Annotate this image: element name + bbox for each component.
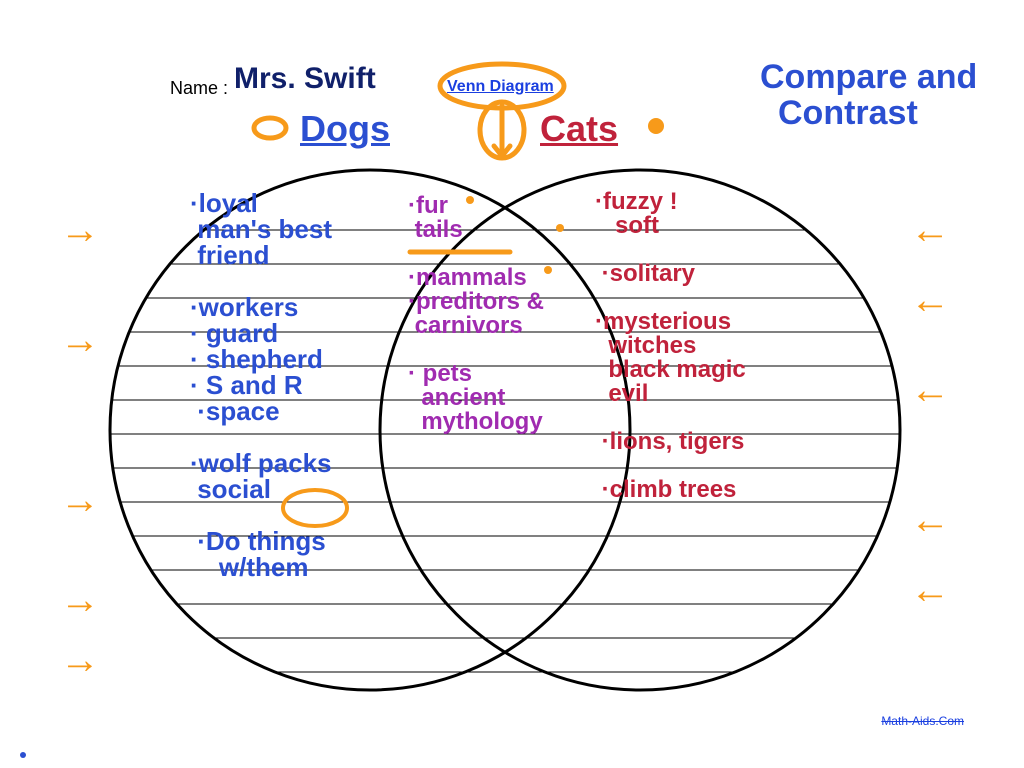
arrow-left-icon: →	[910, 570, 950, 610]
arrow-left-icon: →	[910, 280, 950, 320]
venn-item	[595, 238, 815, 262]
venn-item: evil	[595, 382, 815, 406]
venn-item: ·mysterious	[595, 310, 815, 334]
venn-item: ·fuzzy !	[595, 190, 815, 214]
venn-item: ·preditors &	[408, 290, 578, 314]
arrow-left-icon: →	[910, 500, 950, 540]
venn-item: ·climb trees	[595, 478, 815, 502]
venn-item: · S and R	[190, 372, 400, 398]
arrow-left-icon: →	[910, 370, 950, 410]
venn-item: ·wolf packs	[190, 450, 400, 476]
venn-item: ·lions, tigers	[595, 430, 815, 454]
venn-item: carnivors	[408, 314, 578, 338]
venn-right-items: ·fuzzy ! soft ·solitary ·mysterious witc…	[595, 190, 815, 502]
venn-item: black magic	[595, 358, 815, 382]
arrow-left-icon: →	[910, 210, 950, 250]
arrow-right-icon: →	[60, 320, 100, 360]
venn-item	[190, 502, 400, 528]
footer-credit: Math-Aids.Com	[881, 714, 964, 728]
venn-item	[595, 286, 815, 310]
venn-item: ·Do things	[190, 528, 400, 554]
venn-item: w/them	[190, 554, 400, 580]
venn-item: social	[190, 476, 400, 502]
venn-item: ·solitary	[595, 262, 815, 286]
venn-item: · guard	[190, 320, 400, 346]
arrow-right-icon: →	[60, 480, 100, 520]
venn-item: · shepherd	[190, 346, 400, 372]
venn-center-items: ·fur tails ·mammals·preditors & carnivor…	[408, 194, 578, 434]
venn-item: soft	[595, 214, 815, 238]
arrow-right-icon: →	[60, 210, 100, 250]
venn-item	[408, 242, 578, 266]
venn-item: friend	[190, 242, 400, 268]
venn-item: · pets	[408, 362, 578, 386]
venn-item: ·space	[190, 398, 400, 424]
venn-item	[190, 424, 400, 450]
venn-item: tails	[408, 218, 578, 242]
arrow-right-icon: →	[60, 640, 100, 680]
venn-item: ·mammals	[408, 266, 578, 290]
venn-item: ·workers	[190, 294, 400, 320]
venn-item: ·loyal	[190, 190, 400, 216]
venn-item: man's best	[190, 216, 400, 242]
arrow-right-icon: →	[60, 580, 100, 620]
venn-item: ·fur	[408, 194, 578, 218]
venn-item: ancient	[408, 386, 578, 410]
venn-item	[408, 338, 578, 362]
venn-item: mythology	[408, 410, 578, 434]
venn-item	[595, 454, 815, 478]
venn-left-items: ·loyal man's best friend ·workers· guard…	[190, 190, 400, 580]
venn-item	[190, 268, 400, 294]
venn-item	[595, 406, 815, 430]
venn-item: witches	[595, 334, 815, 358]
stray-dot	[20, 752, 26, 758]
